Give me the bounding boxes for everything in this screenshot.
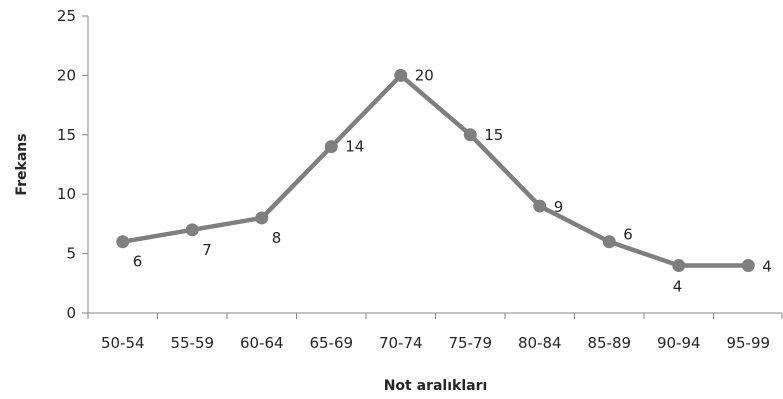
data-point	[116, 235, 130, 249]
data-label: 15	[484, 126, 503, 144]
x-tick-label: 70-74	[379, 334, 423, 352]
data-point	[602, 235, 616, 249]
y-axis-title: Frekans	[14, 133, 30, 195]
data-label: 14	[345, 138, 364, 156]
x-tick-label: 55-59	[170, 334, 214, 352]
data-label: 4	[762, 257, 772, 275]
data-label: 7	[202, 241, 212, 259]
data-label: 6	[133, 253, 143, 271]
data-point	[255, 211, 269, 225]
data-label: 9	[554, 198, 564, 216]
x-tick-label: 65-69	[309, 334, 353, 352]
y-tick-label: 20	[57, 66, 76, 84]
data-point	[324, 140, 338, 154]
data-point	[533, 199, 547, 213]
data-point	[394, 68, 408, 82]
data-labels: 6 7 8 14 20 15 9 6 4 4	[133, 66, 772, 295]
y-tick-label: 0	[66, 304, 76, 322]
x-axis-ticks: 50-54 55-59 60-64 65-69 70-74 75-79 80-84 85-89…	[87, 313, 783, 352]
x-axis-title: Not aralıkları	[384, 378, 488, 394]
x-tick-label: 50-54	[101, 334, 145, 352]
data-label: 6	[623, 226, 633, 244]
x-tick-label: 60-64	[240, 334, 284, 352]
series-markers	[116, 68, 755, 272]
x-tick-label: 90-94	[657, 334, 701, 352]
x-tick-label: 75-79	[448, 334, 492, 352]
y-tick-label: 5	[66, 245, 76, 263]
data-point	[672, 258, 686, 272]
data-point	[185, 223, 199, 237]
data-point	[741, 258, 755, 272]
y-axis-ticks: 0 5 10 15 20 25	[57, 7, 88, 322]
data-point	[463, 128, 477, 142]
data-label: 20	[415, 66, 434, 84]
y-tick-label: 10	[57, 185, 76, 203]
y-tick-label: 25	[57, 7, 76, 25]
series-line	[120, 73, 751, 268]
data-label: 4	[673, 277, 683, 295]
x-tick-label: 80-84	[518, 334, 562, 352]
data-label: 8	[272, 229, 282, 247]
x-tick-label: 95-99	[726, 334, 770, 352]
y-tick-label: 15	[57, 126, 76, 144]
x-tick-label: 85-89	[587, 334, 631, 352]
